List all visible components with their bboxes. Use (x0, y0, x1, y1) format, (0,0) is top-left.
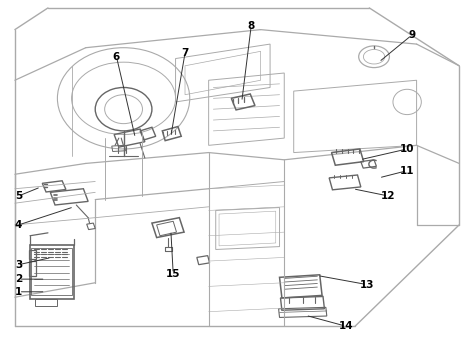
Text: 1: 1 (15, 287, 22, 297)
Text: 13: 13 (360, 280, 374, 290)
Text: 7: 7 (182, 48, 189, 58)
Text: 15: 15 (166, 269, 181, 279)
Text: 2: 2 (15, 274, 22, 284)
Text: 4: 4 (15, 220, 22, 230)
Text: 11: 11 (400, 166, 414, 176)
Text: 12: 12 (381, 191, 395, 201)
Text: 10: 10 (400, 144, 414, 154)
Text: 3: 3 (15, 260, 22, 270)
Text: 5: 5 (15, 191, 22, 201)
Text: 9: 9 (408, 30, 415, 40)
Text: 6: 6 (113, 52, 120, 62)
Text: 8: 8 (247, 21, 255, 31)
Text: 14: 14 (338, 321, 353, 331)
